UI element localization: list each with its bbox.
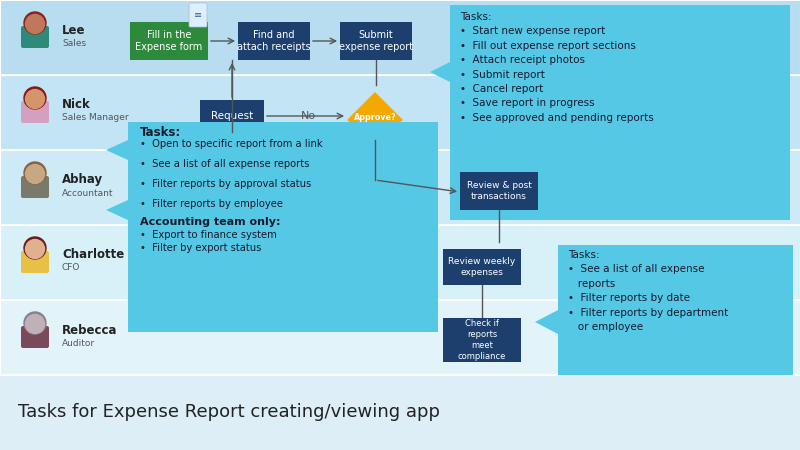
Bar: [443, 249, 521, 285]
Text: Check if
reports
meet
compliance: Check if reports meet compliance: [458, 319, 506, 361]
Bar: [450, 5, 790, 220]
Circle shape: [24, 12, 46, 34]
Text: Sales Manager: Sales Manager: [62, 113, 129, 122]
Text: Approve?: Approve?: [354, 113, 396, 122]
FancyBboxPatch shape: [189, 3, 207, 27]
Bar: [443, 318, 521, 362]
Text: •  Filter reports by employee: • Filter reports by employee: [140, 199, 283, 209]
Circle shape: [26, 165, 45, 184]
Text: Request: Request: [211, 111, 253, 121]
Bar: [200, 100, 264, 132]
Polygon shape: [535, 310, 558, 334]
Bar: [460, 172, 538, 210]
Bar: [0, 225, 800, 300]
Text: ≡: ≡: [194, 10, 202, 20]
Text: Rebecca: Rebecca: [62, 324, 118, 337]
FancyBboxPatch shape: [21, 101, 49, 123]
FancyBboxPatch shape: [21, 251, 49, 273]
Text: Accounting team only:: Accounting team only:: [140, 217, 281, 227]
Polygon shape: [106, 140, 128, 160]
Text: Tasks:: Tasks:: [140, 126, 182, 139]
Text: Sales: Sales: [62, 39, 86, 48]
Bar: [130, 22, 208, 60]
Text: Submit
expense report: Submit expense report: [339, 30, 413, 52]
Text: Tasks:
•  See a list of all expense
   reports
•  Filter reports by date
•  Filt: Tasks: • See a list of all expense repor…: [568, 250, 728, 332]
Bar: [558, 245, 793, 375]
Circle shape: [24, 87, 46, 109]
Polygon shape: [430, 62, 450, 82]
Text: Tasks:
•  Start new expense report
•  Fill out expense report sections
•  Attach: Tasks: • Start new expense report • Fill…: [460, 12, 654, 123]
Text: Find and
attach receipts: Find and attach receipts: [237, 30, 311, 52]
Text: Nick: Nick: [62, 99, 90, 112]
Text: Tasks for Expense Report creating/viewing app: Tasks for Expense Report creating/viewin…: [18, 403, 440, 421]
Bar: [0, 0, 800, 75]
Bar: [340, 22, 412, 60]
Text: Review & post
transactions: Review & post transactions: [466, 181, 531, 201]
Circle shape: [26, 90, 45, 108]
Circle shape: [26, 14, 45, 33]
Circle shape: [26, 315, 45, 333]
Bar: [0, 75, 800, 150]
Text: Fill in the
Expense form: Fill in the Expense form: [135, 30, 202, 52]
Circle shape: [24, 162, 46, 184]
FancyBboxPatch shape: [21, 176, 49, 198]
Text: No: No: [301, 111, 315, 121]
Bar: [0, 150, 800, 225]
Text: •  Open to specific report from a link: • Open to specific report from a link: [140, 139, 322, 149]
Polygon shape: [106, 200, 128, 220]
Text: Accountant: Accountant: [62, 189, 114, 198]
Bar: [238, 22, 310, 60]
Bar: [128, 122, 438, 332]
Circle shape: [24, 237, 46, 259]
Text: Lee: Lee: [62, 23, 86, 36]
Text: Auditor: Auditor: [62, 338, 95, 347]
Text: •  Export to finance system: • Export to finance system: [140, 230, 277, 240]
FancyBboxPatch shape: [21, 26, 49, 48]
Text: Charlotte: Charlotte: [62, 248, 124, 261]
Polygon shape: [347, 92, 403, 140]
Bar: [0, 300, 800, 375]
Circle shape: [24, 312, 46, 334]
Text: Abhay: Abhay: [62, 174, 103, 186]
Text: •  Filter by export status: • Filter by export status: [140, 243, 262, 253]
Text: •  See a list of all expense reports: • See a list of all expense reports: [140, 159, 310, 169]
FancyBboxPatch shape: [21, 326, 49, 348]
Text: •  Filter reports by approval status: • Filter reports by approval status: [140, 179, 311, 189]
Text: CFO: CFO: [62, 264, 80, 273]
Circle shape: [26, 239, 45, 258]
Text: Review weekly
expenses: Review weekly expenses: [448, 257, 516, 277]
